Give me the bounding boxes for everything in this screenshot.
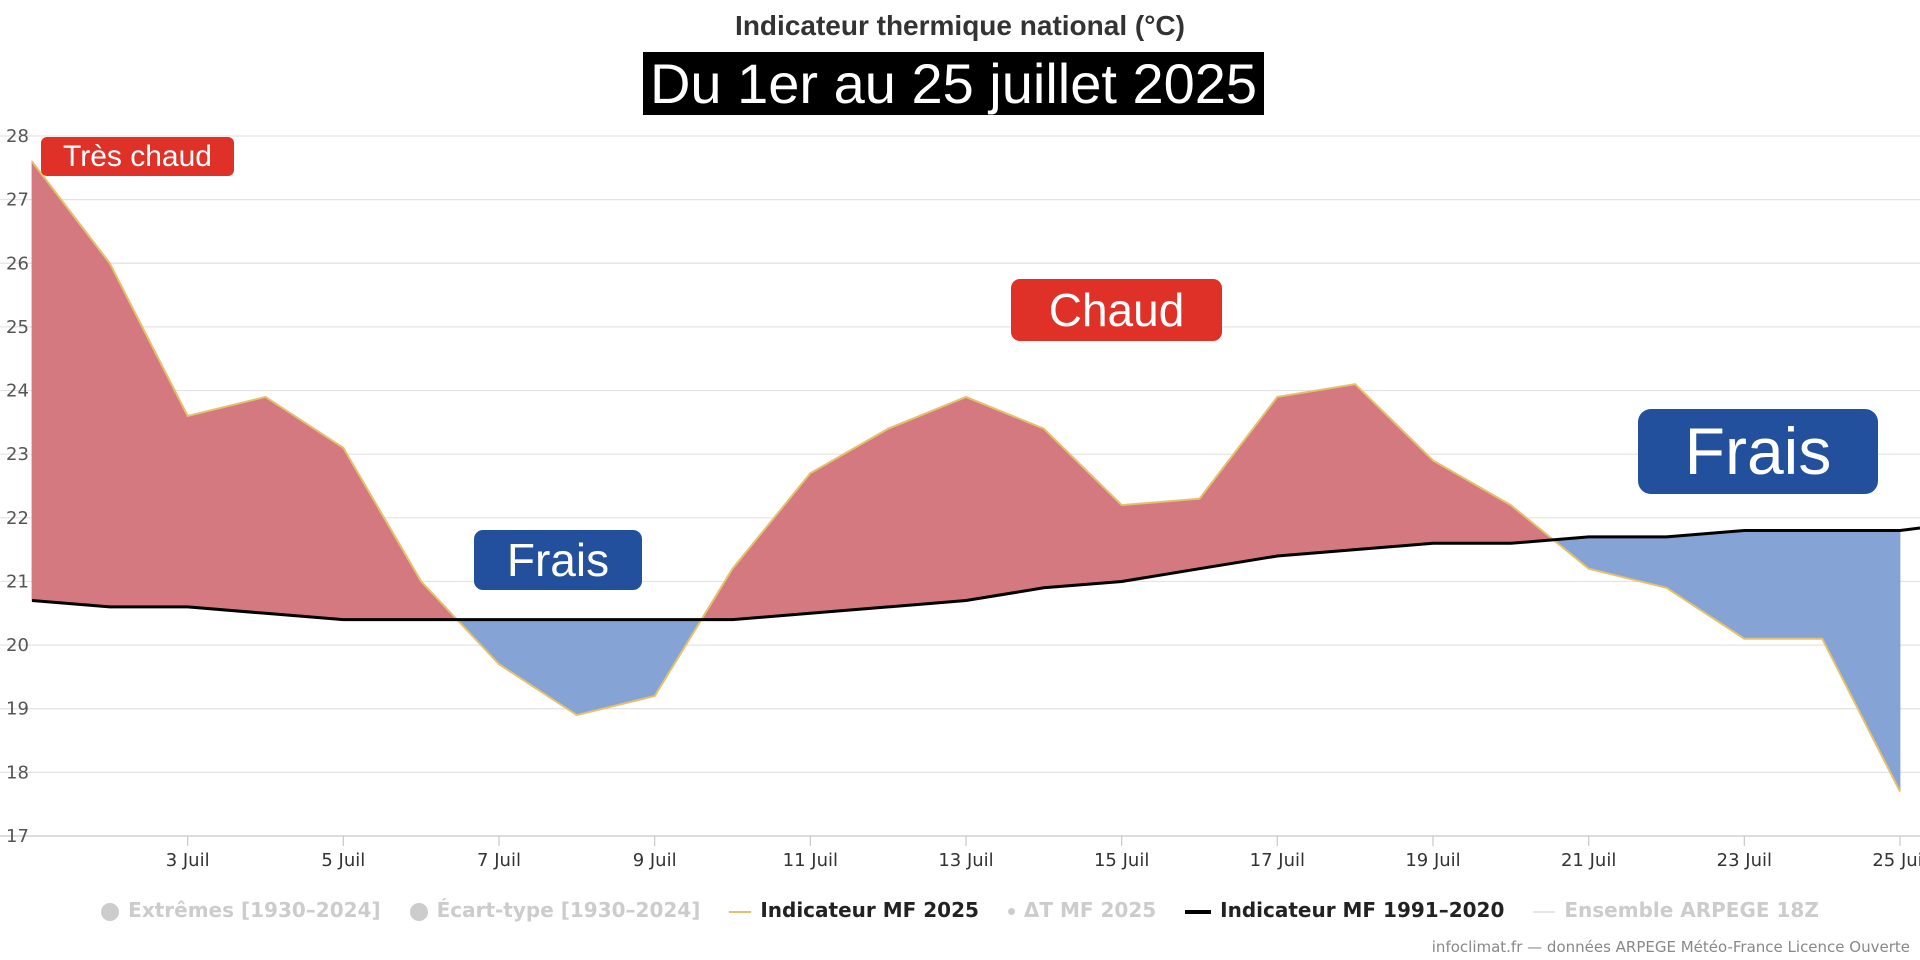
x-tick-label: 13 Juil	[938, 850, 993, 871]
y-tick-label: 21	[6, 571, 29, 592]
legend-line-icon	[729, 910, 752, 913]
warm-anomaly-area	[732, 472, 811, 621]
warm-anomaly-area	[109, 263, 189, 608]
legend-label: Ensemble ARPEGE 18Z	[1564, 898, 1819, 922]
annotation-frais-late: Frais	[1638, 409, 1878, 494]
period-banner: Du 1er au 25 juillet 2025	[643, 52, 1264, 115]
annotation-frais-early: Frais	[474, 530, 642, 590]
x-tick-label: 7 Juil	[477, 850, 521, 871]
legend-item-arpege[interactable]: Ensemble ARPEGE 18Z	[1533, 898, 1819, 922]
warm-anomaly-area	[1276, 383, 1356, 557]
legend-label: ΔT MF 2025	[1023, 898, 1157, 922]
legend-label: Indicateur MF 1991–2020	[1220, 898, 1505, 922]
warm-anomaly-area	[1043, 427, 1123, 589]
warm-anomaly-area	[187, 396, 266, 614]
warm-anomaly-area	[809, 428, 889, 614]
legend-dot-icon	[1007, 908, 1015, 915]
x-tick-label: 15 Juil	[1094, 850, 1149, 871]
y-tick-label: 28	[6, 126, 29, 147]
y-tick-label: 17	[6, 826, 29, 847]
legend-line-icon	[1185, 909, 1212, 914]
legend-label: Écart-type [1930–2024]	[436, 898, 701, 922]
y-tick-label: 26	[6, 253, 29, 274]
legend-item-mf-1991-2020[interactable]: Indicateur MF 1991–2020	[1185, 898, 1504, 922]
series-lines	[31, 160, 1920, 792]
y-tick-label: 18	[6, 762, 29, 783]
warm-anomaly-area	[965, 396, 1045, 601]
legend-label: Extrêmes [1930–2024]	[128, 898, 381, 922]
legend-item-ecart-type[interactable]: Écart-type [1930–2024]	[409, 898, 701, 922]
cool-anomaly-area	[1743, 530, 1823, 640]
x-tick-label: 25 Juil	[1872, 850, 1920, 871]
cool-anomaly-area	[1666, 530, 1745, 640]
x-tick-label: 17 Juil	[1250, 850, 1305, 871]
annotation-chaud: Chaud	[1011, 279, 1222, 341]
data-credit: infoclimat.fr — données ARPEGE Météo-Fra…	[1431, 938, 1910, 956]
chart-title: Indicateur thermique national (°C)	[735, 10, 1185, 41]
cool-anomaly-area	[498, 619, 578, 716]
legend-item-mf-2025[interactable]: Indicateur MF 2025	[729, 898, 979, 922]
x-tick-label: 9 Juil	[633, 850, 677, 871]
y-tick-label: 20	[6, 635, 29, 656]
series-line-mf-1991-2020	[31, 526, 1920, 622]
anomaly-areas	[31, 160, 1901, 792]
cool-anomaly-area	[1588, 536, 1667, 589]
legend-line-icon	[1533, 910, 1556, 913]
x-tick-label: 5 Juil	[321, 850, 365, 871]
legend-item-delta-t[interactable]: ΔT MF 2025	[1007, 898, 1157, 922]
y-tick-label: 23	[6, 444, 29, 465]
x-tick-label: 3 Juil	[166, 850, 210, 871]
warm-anomaly-area	[342, 446, 422, 620]
y-tick-label: 25	[6, 317, 29, 338]
legend-dot-icon	[101, 902, 120, 921]
x-tick-label: 21 Juil	[1561, 850, 1616, 871]
axes: 17 18 19 20 21 22 23 24 25 26 27 28 3 Juil 5 Juil 7 Ju…	[6, 126, 1920, 871]
warm-anomaly-area	[887, 396, 967, 608]
y-tick-label: 24	[6, 381, 29, 402]
x-tick-label: 23 Juil	[1717, 850, 1772, 871]
warm-anomaly-area	[1354, 383, 1434, 551]
annotation-tres-chaud: Très chaud	[41, 137, 234, 176]
x-tick-label: 19 Juil	[1405, 850, 1460, 871]
x-tick-label: 11 Juil	[783, 850, 838, 871]
warm-anomaly-area	[1432, 459, 1512, 544]
warm-anomaly-area	[1121, 498, 1200, 582]
y-tick-label: 22	[6, 508, 29, 529]
y-tick-label: 19	[6, 699, 29, 720]
y-tick-label: 27	[6, 190, 29, 211]
warm-anomaly-area	[31, 160, 111, 608]
legend-dot-icon	[409, 902, 428, 921]
cool-anomaly-area	[576, 619, 656, 716]
warm-anomaly-area	[265, 396, 344, 621]
legend-label: Indicateur MF 2025	[760, 898, 979, 922]
series-line-mf-2025	[31, 160, 1901, 792]
chart-legend: Extrêmes [1930–2024] Écart-type [1930–20…	[0, 898, 1920, 922]
legend-item-extremes[interactable]: Extrêmes [1930–2024]	[101, 898, 381, 922]
